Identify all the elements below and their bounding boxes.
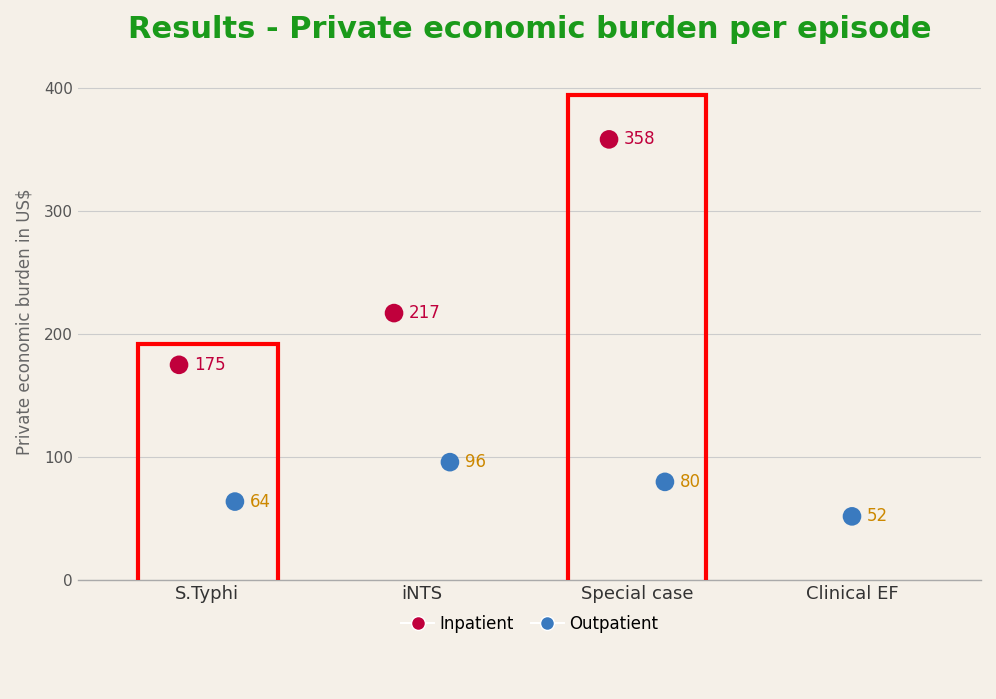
- Point: [601, 134, 617, 145]
- Text: 52: 52: [868, 507, 888, 526]
- Point: [442, 456, 458, 468]
- Point: [844, 511, 860, 522]
- Bar: [568, 95, 706, 590]
- Text: 64: 64: [250, 493, 271, 510]
- Point: [171, 359, 187, 370]
- Text: 96: 96: [465, 453, 486, 471]
- Legend: Inpatient, Outpatient: Inpatient, Outpatient: [394, 608, 664, 640]
- Point: [657, 476, 673, 487]
- Bar: [138, 344, 278, 590]
- Title: Results - Private economic burden per episode: Results - Private economic burden per ep…: [127, 15, 931, 44]
- Text: 358: 358: [624, 131, 655, 148]
- Text: 80: 80: [680, 473, 701, 491]
- Y-axis label: Private economic burden in US$: Private economic burden in US$: [15, 189, 33, 455]
- Text: 217: 217: [409, 304, 441, 322]
- Point: [386, 308, 402, 319]
- Point: [227, 496, 243, 507]
- Text: 175: 175: [194, 356, 226, 374]
